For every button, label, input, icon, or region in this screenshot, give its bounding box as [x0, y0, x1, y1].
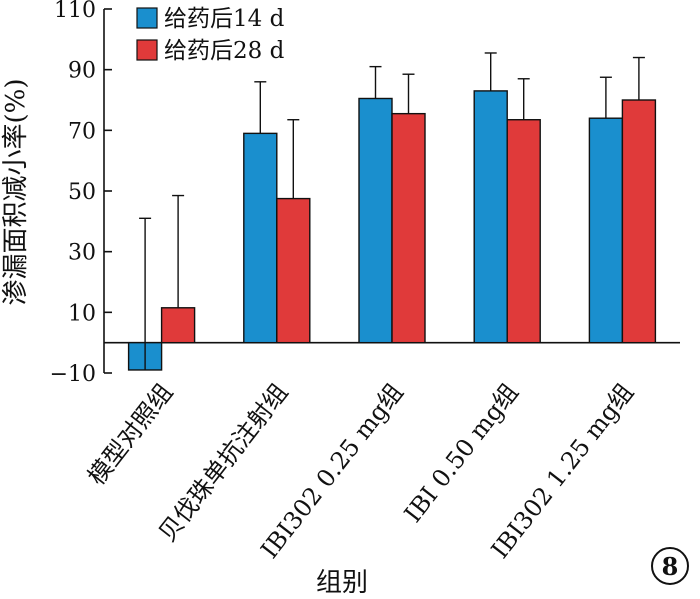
badge-label: 8	[662, 552, 679, 581]
legend: 给药后14 d 给药后28 d	[136, 6, 285, 64]
y-tick-label: 70	[68, 119, 96, 144]
legend-label: 给药后14 d	[164, 6, 285, 32]
error-bars	[139, 52, 645, 370]
bar-day28	[160, 307, 196, 344]
bar-day28	[276, 197, 311, 344]
legend-swatch	[136, 7, 158, 29]
x-tick-label: 模型对照组	[82, 378, 178, 490]
legend-label: 给药后28 d	[164, 38, 285, 64]
y-tick-label: 50	[68, 180, 96, 205]
y-ticks: −10 10 30 50 70 90 110	[50, 0, 112, 387]
bar-day14	[358, 97, 393, 344]
bar-day14	[473, 90, 508, 344]
x-tick-label: IBI 0.50 mg组	[399, 378, 524, 527]
bars	[127, 90, 657, 371]
figure-badge: 8	[651, 547, 689, 585]
y-tick-label: 30	[68, 241, 96, 266]
x-axis-title: 组别	[316, 568, 368, 598]
x-tick-label: 贝伐珠单抗注射组	[153, 378, 293, 547]
y-tick-label: 110	[54, 0, 96, 23]
bar-day28	[506, 119, 541, 344]
badge-circle	[651, 547, 689, 585]
y-axis-title: 渗漏面积减小率(%)	[1, 79, 31, 306]
y-tick-label: 10	[68, 301, 96, 326]
bar-day14	[588, 117, 624, 344]
legend-swatch	[136, 39, 158, 61]
bar-day28	[621, 99, 657, 344]
bar-day28	[391, 112, 426, 344]
y-tick-label: 90	[68, 59, 96, 84]
y-tick-label: −10	[50, 362, 96, 387]
bar-day14	[243, 132, 278, 344]
